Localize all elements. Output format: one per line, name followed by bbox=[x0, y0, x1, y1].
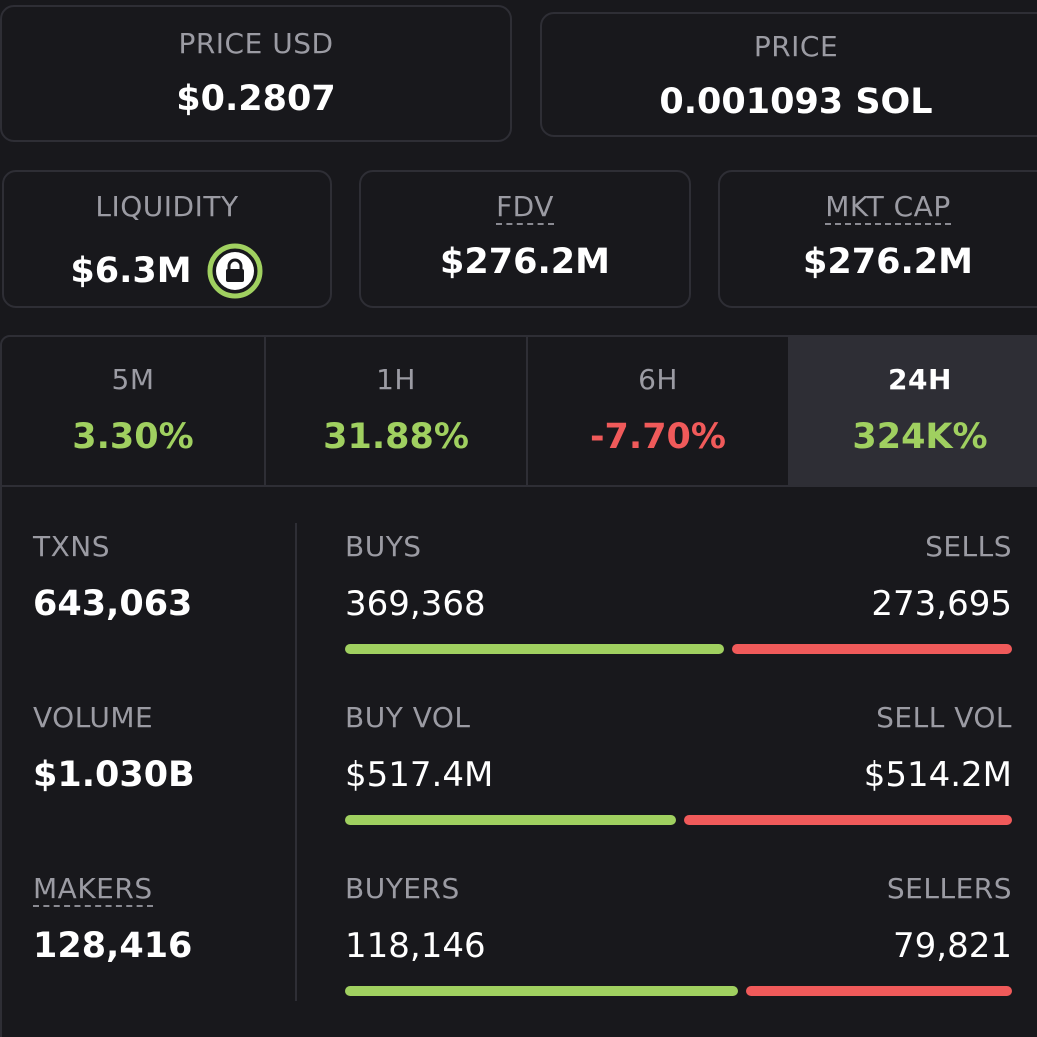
timeframe-tab[interactable]: 6H -7.70% bbox=[526, 337, 788, 485]
right-value: 79,821 bbox=[893, 926, 1012, 966]
right-label: SELLERS bbox=[886, 872, 1012, 905]
row-label: VOLUME bbox=[33, 701, 154, 734]
row-label-wrap: TXNS bbox=[33, 530, 110, 563]
timeframe-change: 324K% bbox=[852, 417, 988, 457]
divider bbox=[295, 523, 297, 1001]
timeframe-label: 24H bbox=[888, 363, 952, 396]
right-label: SELLS bbox=[925, 530, 1012, 563]
stat-label-wrap: FDV bbox=[361, 190, 689, 225]
timeframe-change: -7.70% bbox=[590, 417, 726, 457]
timeframe-change: 31.88% bbox=[323, 417, 469, 457]
row-label-wrap: MAKERS bbox=[33, 872, 153, 907]
buy-bar bbox=[345, 815, 676, 825]
timeframe-tab[interactable]: 1H 31.88% bbox=[264, 337, 526, 485]
price-usd-card: PRICE USD $0.2807 bbox=[0, 5, 512, 142]
price-usd-label: PRICE USD bbox=[178, 27, 334, 60]
stat-value-wrap: $276.2M bbox=[361, 242, 689, 282]
sell-bar bbox=[683, 815, 1012, 825]
stat-card: MKT CAP $276.2M bbox=[718, 170, 1037, 308]
stat-card: LIQUIDITY $6.3M bbox=[2, 170, 332, 308]
left-value: $517.4M bbox=[345, 755, 494, 795]
right-value: $514.2M bbox=[863, 755, 1012, 795]
row-label: TXNS bbox=[33, 530, 111, 563]
stat-value: $6.3M bbox=[70, 251, 192, 291]
left-value: 118,146 bbox=[345, 926, 486, 966]
row-value: $1.030B bbox=[33, 755, 195, 795]
stat-label: FDV bbox=[496, 190, 554, 225]
stat-value: $276.2M bbox=[803, 242, 973, 282]
stat-label: MKT CAP bbox=[825, 190, 951, 225]
timeframe-tab[interactable]: 24H 324K% bbox=[788, 337, 1037, 485]
stat-label-wrap: LIQUIDITY bbox=[4, 190, 330, 223]
buy-bar bbox=[345, 986, 739, 996]
timeframe-label: 6H bbox=[638, 363, 678, 396]
timeframe-label: 5M bbox=[111, 363, 155, 396]
tabs-bottom-border bbox=[0, 485, 1037, 487]
row-label: MAKERS bbox=[33, 872, 153, 907]
price-card: PRICE 0.001093 SOL bbox=[540, 12, 1037, 137]
right-value: 273,695 bbox=[871, 584, 1012, 624]
row-label-wrap: VOLUME bbox=[33, 701, 153, 734]
left-value: 369,368 bbox=[345, 584, 486, 624]
timeframe-label: 1H bbox=[376, 363, 416, 396]
buy-bar bbox=[345, 644, 724, 654]
timeframe-tab[interactable]: 5M 3.30% bbox=[2, 337, 264, 485]
price-label: PRICE bbox=[753, 30, 839, 63]
sell-bar bbox=[731, 644, 1012, 654]
lock-icon bbox=[207, 243, 263, 299]
price-usd-value: $0.2807 bbox=[176, 79, 336, 119]
stat-value: $276.2M bbox=[440, 242, 610, 282]
timeframe-change: 3.30% bbox=[72, 417, 194, 457]
price-value: 0.001093 SOL bbox=[659, 82, 933, 122]
right-label: SELL VOL bbox=[876, 701, 1012, 734]
left-label: BUY VOL bbox=[345, 701, 471, 734]
stat-card: FDV $276.2M bbox=[359, 170, 691, 308]
stat-value-wrap: $6.3M bbox=[4, 242, 330, 300]
sell-bar bbox=[746, 986, 1012, 996]
left-label: BUYS bbox=[345, 530, 422, 563]
left-label: BUYERS bbox=[345, 872, 460, 905]
stat-label: LIQUIDITY bbox=[95, 190, 239, 223]
stat-label-wrap: MKT CAP bbox=[720, 190, 1037, 225]
row-value: 128,416 bbox=[33, 926, 193, 966]
row-value: 643,063 bbox=[33, 584, 193, 624]
stat-value-wrap: $276.2M bbox=[720, 242, 1037, 282]
